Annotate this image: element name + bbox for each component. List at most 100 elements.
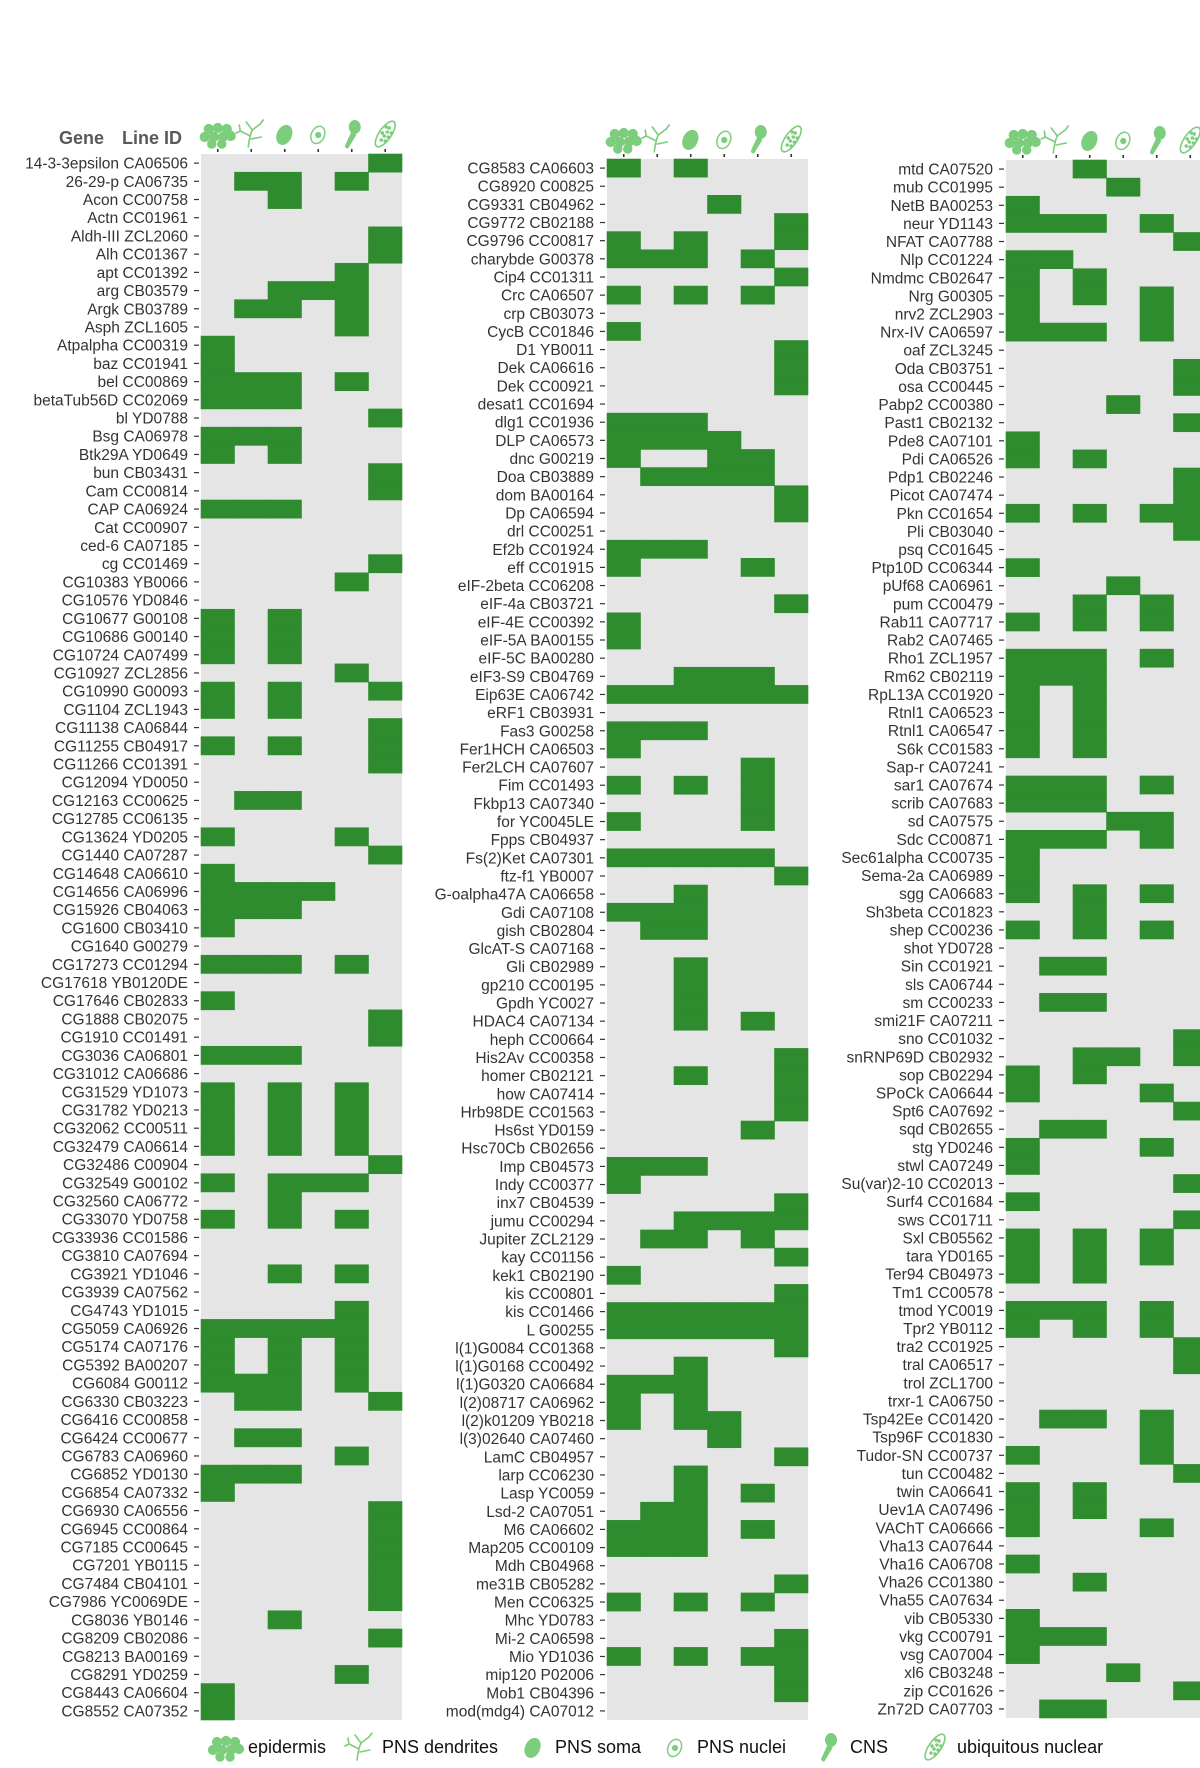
expression-cell <box>1005 250 1040 269</box>
expression-cell <box>740 558 775 577</box>
expression-cell <box>267 736 302 756</box>
row-tick <box>194 672 199 674</box>
row-tick <box>999 1128 1004 1130</box>
expression-cell <box>334 1264 369 1284</box>
gene-line-label: Zn72D CA07703 <box>878 1701 993 1718</box>
row-tick <box>600 639 605 641</box>
expression-cell <box>606 812 641 831</box>
row-tick <box>600 385 605 387</box>
expression-cell <box>1005 884 1040 904</box>
row-tick <box>194 1072 199 1075</box>
expression-cell <box>740 1302 775 1321</box>
expression-cell <box>1173 485 1200 505</box>
row-tick <box>600 1238 605 1240</box>
expression-cell <box>606 558 641 577</box>
row-tick <box>194 563 199 565</box>
column-tick <box>656 154 659 157</box>
expression-cell <box>1139 214 1174 233</box>
gene-line-label: CG6945 CC00864 <box>60 1521 188 1538</box>
column-tick <box>1055 155 1058 158</box>
legend-item: PNS nuclei <box>664 1736 786 1760</box>
gene-line-label: sd CA07575 <box>908 814 993 831</box>
row-tick <box>999 621 1004 623</box>
expression-cell <box>267 1173 302 1193</box>
row-tick <box>194 289 199 292</box>
gene-line-label: CG8552 CA07352 <box>61 1703 188 1720</box>
gene-line-label: CG1888 CB02075 <box>61 1011 188 1028</box>
pns-nuclei-icon <box>1112 129 1134 153</box>
row-tick <box>999 222 1004 225</box>
gene-line-label: L G00255 <box>526 1322 594 1339</box>
row-tick <box>600 294 605 296</box>
gene-line-label: Mob1 CB04396 <box>486 1685 594 1702</box>
column-tick <box>250 149 253 152</box>
expression-cell <box>334 1665 369 1684</box>
expression-cell <box>368 1537 403 1557</box>
expression-cell <box>368 408 403 428</box>
expression-cell <box>640 848 675 868</box>
expression-cell <box>1005 1156 1040 1175</box>
row-tick <box>999 1400 1004 1402</box>
legend-item: PNS soma <box>521 1735 642 1761</box>
gene-line-label: l(1)G0168 CC00492 <box>455 1359 594 1376</box>
row-tick <box>600 857 605 859</box>
gene-line-label: CG10990 G00093 <box>62 684 188 701</box>
expression-cell <box>1106 811 1141 831</box>
gene-line-label: scrib CA07683 <box>891 796 993 813</box>
expression-cell <box>1005 1301 1040 1320</box>
row-tick <box>999 494 1004 496</box>
gene-line-label: Mdh CB04968 <box>495 1558 594 1575</box>
gene-line-label: CG32486 C00904 <box>63 1157 188 1174</box>
expression-cell <box>1005 431 1040 451</box>
expression-cell <box>606 1592 641 1612</box>
row-tick <box>194 544 199 547</box>
expression-cell <box>301 1173 336 1193</box>
row-tick <box>600 1183 605 1186</box>
row-tick <box>194 1236 199 1239</box>
row-tick <box>999 838 1004 840</box>
expression-cell <box>740 666 775 686</box>
expression-cell <box>640 902 675 922</box>
expression-cell <box>640 721 675 741</box>
gene-line-label: Crc CA06507 <box>501 288 594 305</box>
expression-cell <box>267 900 302 920</box>
expression-cell <box>1173 1355 1200 1375</box>
row-tick <box>194 1127 199 1129</box>
expression-cell <box>1072 503 1107 523</box>
column-tick <box>1088 155 1091 158</box>
gene-line-label: CG10686 G00140 <box>62 629 188 646</box>
expression-cell <box>1072 721 1107 741</box>
gene-line-label: cg CC01469 <box>102 556 188 573</box>
row-tick <box>194 435 199 437</box>
row-tick <box>999 1581 1004 1583</box>
row-tick <box>194 1509 199 1512</box>
expression-cell <box>1072 920 1107 940</box>
gene-line-label: Sap-r CA07241 <box>886 759 993 776</box>
gene-line-label: homer CB02121 <box>481 1068 594 1085</box>
expression-cell <box>1072 322 1107 342</box>
expression-cell <box>1005 1627 1040 1646</box>
expression-cell <box>1072 1047 1107 1067</box>
expression-cell <box>1005 1609 1040 1628</box>
expression-cell <box>707 1429 742 1449</box>
legend-item: epidermis <box>207 1735 326 1762</box>
row-tick <box>194 253 199 255</box>
gene-line-label: CG1104 ZCL1943 <box>63 702 188 719</box>
expression-cell <box>267 1118 302 1138</box>
gene-line-label: Tsp96F CC01830 <box>872 1430 993 1447</box>
gene-line-label: vib CB05330 <box>904 1611 993 1628</box>
expression-cell <box>1072 956 1107 976</box>
expression-cell <box>368 153 403 173</box>
expression-cell <box>1139 1518 1174 1538</box>
row-tick <box>999 422 1004 424</box>
row-tick <box>999 675 1004 677</box>
row-tick <box>600 167 605 169</box>
expression-cell <box>673 539 708 559</box>
row-tick <box>600 367 605 369</box>
row-tick <box>600 802 605 804</box>
row-tick <box>999 1219 1004 1221</box>
gene-line-label: CG1600 CB03410 <box>61 920 188 937</box>
gene-line-label: Tm1 CC00578 <box>892 1285 993 1302</box>
gene-line-label: S6k CC01583 <box>896 741 993 758</box>
